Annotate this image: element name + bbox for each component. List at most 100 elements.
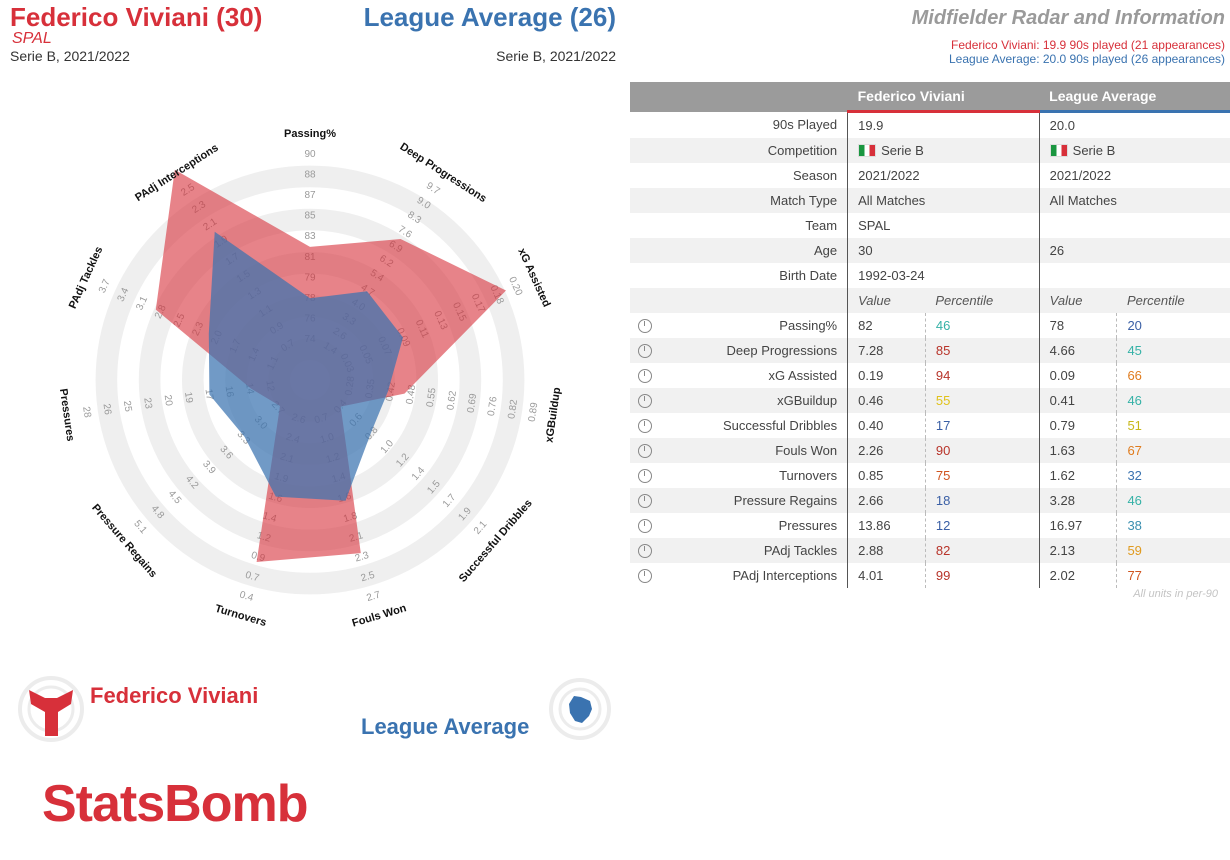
average-stat-percentile: 38 [1116,513,1230,538]
stat-row: Deep Progressions 7.28 85 4.66 45 [630,338,1230,363]
stat-dial-icon [630,513,652,538]
radar-tick-label: 85 [304,211,316,222]
table-head-player: Federico Viviani [847,82,1040,113]
radar-tick-label: 0.7 [244,570,261,585]
stat-dial-icon [630,388,652,413]
player-title: Federico Viviani (30) [10,2,263,32]
radar-tick-label: 3.1 [134,294,150,312]
stat-row: PAdj Interceptions 4.01 99 2.02 77 [630,563,1230,588]
average-competition: Serie B, 2021/2022 [496,48,616,64]
stat-row: PAdj Tackles 2.88 82 2.13 59 [630,538,1230,563]
sub-value: Value [1039,288,1117,313]
stat-label: Pressures [652,513,849,538]
player-stat-percentile: 94 [924,363,1040,388]
average-meta: League Average: 20.0 90s played (26 appe… [949,52,1225,66]
info-label: Team [630,213,849,238]
radar-tick-label: 90 [304,149,316,160]
average-stat-percentile: 77 [1116,563,1230,588]
average-stat-percentile: 51 [1116,413,1230,438]
radar-tick-label: 20 [162,394,175,407]
player-info-value: 1992-03-24 [847,263,1040,288]
average-stat-value: 1.62 [1049,468,1075,483]
table-body: 90s Played 19.9 20.0 Competition Serie B Seri… [630,111,1230,588]
player-team: SPAL [12,30,52,47]
radar-tick-label: 5.1 [131,518,149,536]
average-stat-value: 78 [1049,318,1065,333]
average-stat-value: 2.02 [1049,568,1075,583]
average-stat-value: 4.66 [1039,338,1117,363]
units-note: All units in per-90 [1133,588,1218,600]
radar-ring [95,165,525,595]
legend-player-label: Federico Viviani [90,683,259,708]
radar-axis-label: xG Assisted [515,246,552,308]
subheader-row: Value Percentile Value Percentile [630,288,1230,313]
radar-tick-label: 26 [101,403,114,416]
player-stat-percentile: 90 [924,438,1040,463]
italy-flag-icon [1049,144,1068,157]
sub-value: Value [847,288,926,313]
radar-tick-label: 87 [304,190,316,201]
player-stat-value: 2.66 [847,488,926,513]
radar-axis-label: xGBuildup [544,386,564,443]
stat-dial-icon [630,413,652,438]
average-stat-value: 0.79 [1049,418,1075,433]
player-info-value: SPAL [847,213,1040,238]
average-stat-percentile: 32 [1116,463,1230,488]
info-label: Match Type [630,188,849,213]
average-info-value: Serie B [1039,138,1230,163]
average-stat-percentile: 67 [1116,438,1230,463]
average-stat-value: 2.13 [1039,538,1117,563]
stat-label: Turnovers [652,463,849,488]
player-legend-icon [18,676,84,742]
player-meta: Federico Viviani: 19.9 90s played (21 ap… [951,38,1225,52]
stat-row: Successful Dribbles 0.40 17 0.79 51 [630,413,1230,438]
legend-average-label: League Average [361,714,530,739]
stat-row: Pressure Regains 2.66 18 3.28 46 [630,488,1230,513]
player-stat-percentile: 85 [924,338,1040,363]
radar-tick-label: 0.55 [425,387,439,408]
average-stat-percentile: 59 [1116,538,1230,563]
average-stat-value: 1.63 [1039,438,1117,463]
stat-dial-icon [630,538,652,563]
stat-label: xG Assisted [652,363,849,388]
radar-tick-label: 23 [141,397,154,410]
average-stat-value: 16.97 [1049,518,1083,533]
player-stat-percentile: 75 [924,463,1040,488]
radar-tick-label: 88 [304,169,316,180]
stat-label: Passing% [652,313,849,338]
stat-dial-icon [630,463,652,488]
radar-tick-label: 0.69 [466,392,480,413]
stat-row: xGBuildup 0.46 55 0.41 46 [630,388,1230,413]
stat-dial-icon [630,363,652,388]
stat-label: xGBuildup [652,388,849,413]
player-stat-value: 0.85 [858,468,884,483]
radar-tick-label: 0.82 [506,398,520,419]
radar-tick-label: 9.7 [424,180,442,197]
stat-row: Fouls Won 2.26 90 1.63 67 [630,438,1230,463]
player-stat-percentile: 46 [924,313,1040,338]
stat-label: PAdj Interceptions [652,563,849,588]
player-stat-value: 2.88 [847,538,926,563]
player-stat-percentile: 82 [924,538,1040,563]
statsbomb-logo: StatsBomb [42,775,308,833]
average-stat-percentile: 20 [1116,313,1230,338]
player-stat-percentile: 55 [924,388,1040,413]
radar-tick-label: 2.3 [354,550,371,565]
table-corner [630,82,848,112]
chart-heading: Midfielder Radar and Information [911,7,1225,29]
stat-dial-icon [630,488,652,513]
stat-row: Turnovers 0.85 75 1.62 32 [630,463,1230,488]
player-stat-value: 0.40 [858,418,884,433]
radar-tick-label: 83 [304,231,316,242]
player-stat-percentile: 99 [924,563,1040,588]
player-stat-value: 82 [858,318,873,333]
radar-tick-label: 19 [182,391,195,404]
stat-row: Passing% 82 46 78 20 [630,313,1230,338]
info-label: Competition [630,138,849,163]
radar-axis-label: PAdj Tackles [67,245,106,311]
player-stat-value: 2.26 [847,438,926,463]
radar-tick-label: 0.62 [445,390,459,411]
radar-chart: 747678798183858788901.42.63.34.04.75.46.… [57,128,564,630]
average-info-value [1039,213,1230,238]
player-stat-percentile: 12 [924,513,1040,538]
